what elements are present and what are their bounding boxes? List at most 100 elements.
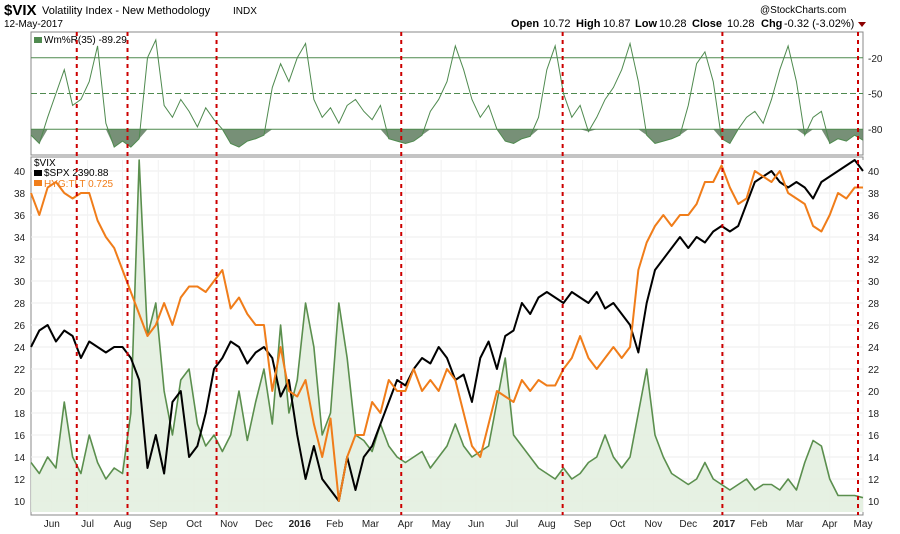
down-arrow-icon: [858, 22, 866, 27]
main-legend: $VIX $SPX 2390.88 HYG:TLT 0.725: [34, 158, 114, 190]
main-y-axis: 10 10 12 12 14 14 16 16 18 18 20 20 22 22 24 24 26 26 28 28…: [14, 167, 880, 508]
x-tick-label: Jun: [468, 519, 484, 530]
chg-label: Chg: [761, 18, 782, 30]
x-tick-label: Apr: [822, 519, 838, 530]
y-tick-right: 22: [868, 365, 880, 376]
x-tick-label: Jun: [44, 519, 60, 530]
y-tick-left: 24: [14, 343, 26, 354]
y-tick-left: 22: [14, 365, 26, 376]
main-panel: 10 10 12 12 14 14 16 16 18 18 20 20 22 22 24 24 26 26 28 28…: [14, 156, 880, 530]
y-tick-right: 20: [868, 387, 880, 398]
y-tick-left: 14: [14, 453, 26, 464]
indicator-tick-label: -80: [868, 125, 883, 136]
y-tick-left: 12: [14, 475, 26, 486]
y-tick-left: 32: [14, 255, 26, 266]
x-tick-label: Jul: [505, 519, 518, 530]
high-value: 10.87: [603, 18, 631, 30]
indicator-legend-swatch: [34, 37, 42, 43]
x-tick-label: Dec: [255, 519, 273, 530]
legend-hyg-swatch: [34, 180, 42, 186]
x-tick-label: Aug: [538, 519, 556, 530]
x-tick-label: Feb: [750, 519, 768, 530]
y-tick-right: 12: [868, 475, 880, 486]
y-tick-right: 34: [868, 233, 880, 244]
y-tick-right: 30: [868, 277, 880, 288]
y-tick-right: 38: [868, 189, 880, 200]
y-tick-right: 16: [868, 431, 880, 442]
x-tick-label: 2016: [289, 519, 312, 530]
indicator-legend-text: Wm%R(35) -89.29: [44, 35, 127, 46]
x-tick-label: Mar: [786, 519, 804, 530]
legend-spx: $SPX 2390.88: [44, 168, 109, 179]
oversold-area: [31, 129, 863, 148]
vix-area: [31, 160, 863, 512]
x-tick-label: Oct: [610, 519, 626, 530]
x-tick-label: Jul: [81, 519, 94, 530]
x-tick-label: Nov: [644, 519, 662, 530]
low-label: Low: [635, 18, 657, 30]
x-tick-label: Apr: [398, 519, 414, 530]
x-tick-label: Dec: [679, 519, 697, 530]
legend-hyg: HYG:TLT 0.725: [44, 179, 114, 190]
indicator-tick-label: -50: [868, 90, 883, 101]
open-label: Open: [511, 18, 539, 30]
x-tick-label: Feb: [326, 519, 344, 530]
y-tick-left: 28: [14, 299, 26, 310]
open-value: 10.72: [543, 18, 571, 30]
y-tick-left: 26: [14, 321, 26, 332]
y-tick-left: 10: [14, 497, 26, 508]
y-tick-right: 28: [868, 299, 880, 310]
y-tick-right: 24: [868, 343, 880, 354]
exchange-text: INDX: [233, 6, 257, 17]
x-tick-label: Nov: [220, 519, 238, 530]
instrument-name: Volatility Index - New Methodology: [42, 5, 211, 17]
y-tick-right: 36: [868, 211, 880, 222]
y-tick-left: 40: [14, 167, 26, 178]
watermark-text: @StockCharts.com: [760, 5, 846, 16]
close-value: 10.28: [727, 18, 755, 30]
y-tick-right: 40: [868, 167, 880, 178]
spx-line: [30, 159, 864, 502]
indicator-legend: Wm%R(35) -89.29: [34, 35, 127, 46]
y-tick-left: 30: [14, 277, 26, 288]
main-x-axis: Jun Jul Aug Sep Oct Nov Dec 2016 Feb Mar Apr May Jun…: [44, 519, 873, 530]
x-tick-label: 2017: [713, 519, 736, 530]
y-tick-left: 36: [14, 211, 26, 222]
y-tick-left: 16: [14, 431, 26, 442]
date-text: 12-May-2017: [4, 19, 63, 30]
x-tick-label: May: [854, 519, 873, 530]
y-tick-right: 14: [868, 453, 880, 464]
williams-r-path: [30, 38, 864, 148]
x-tick-label: Sep: [574, 519, 592, 530]
legend-spx-swatch: [34, 170, 42, 176]
high-label: High: [576, 18, 601, 30]
indicator-tick-label: -20: [868, 54, 883, 65]
indicator-panel: -20 -50 -80 Wm%R(35) -89.29: [30, 31, 883, 156]
y-tick-left: 34: [14, 233, 26, 244]
oversold-shading: [31, 129, 863, 148]
x-tick-label: May: [432, 519, 451, 530]
chart-header: $VIX Volatility Index - New Methodology …: [4, 2, 866, 30]
indicator-y-axis: -20 -50 -80: [868, 54, 883, 136]
y-tick-right: 10: [868, 497, 880, 508]
y-tick-left: 20: [14, 387, 26, 398]
legend-vix: $VIX: [34, 158, 56, 169]
y-tick-right: 32: [868, 255, 880, 266]
close-label: Close: [692, 18, 722, 30]
hyg-tlt-line: [30, 164, 863, 502]
y-tick-right: 26: [868, 321, 880, 332]
chg-value: -0.32 (-3.02%): [784, 18, 854, 30]
x-tick-label: Mar: [362, 519, 380, 530]
y-tick-right: 18: [868, 409, 880, 420]
vertical-event-markers: [75, 32, 860, 515]
x-tick-label: Sep: [149, 519, 167, 530]
symbol-text: $VIX: [4, 2, 37, 19]
x-tick-label: Oct: [186, 519, 202, 530]
low-value: 10.28: [659, 18, 687, 30]
y-tick-left: 18: [14, 409, 26, 420]
x-tick-label: Aug: [114, 519, 132, 530]
indicator-reference-lines: [31, 57, 863, 130]
y-tick-left: 38: [14, 189, 26, 200]
main-series: [30, 159, 864, 512]
